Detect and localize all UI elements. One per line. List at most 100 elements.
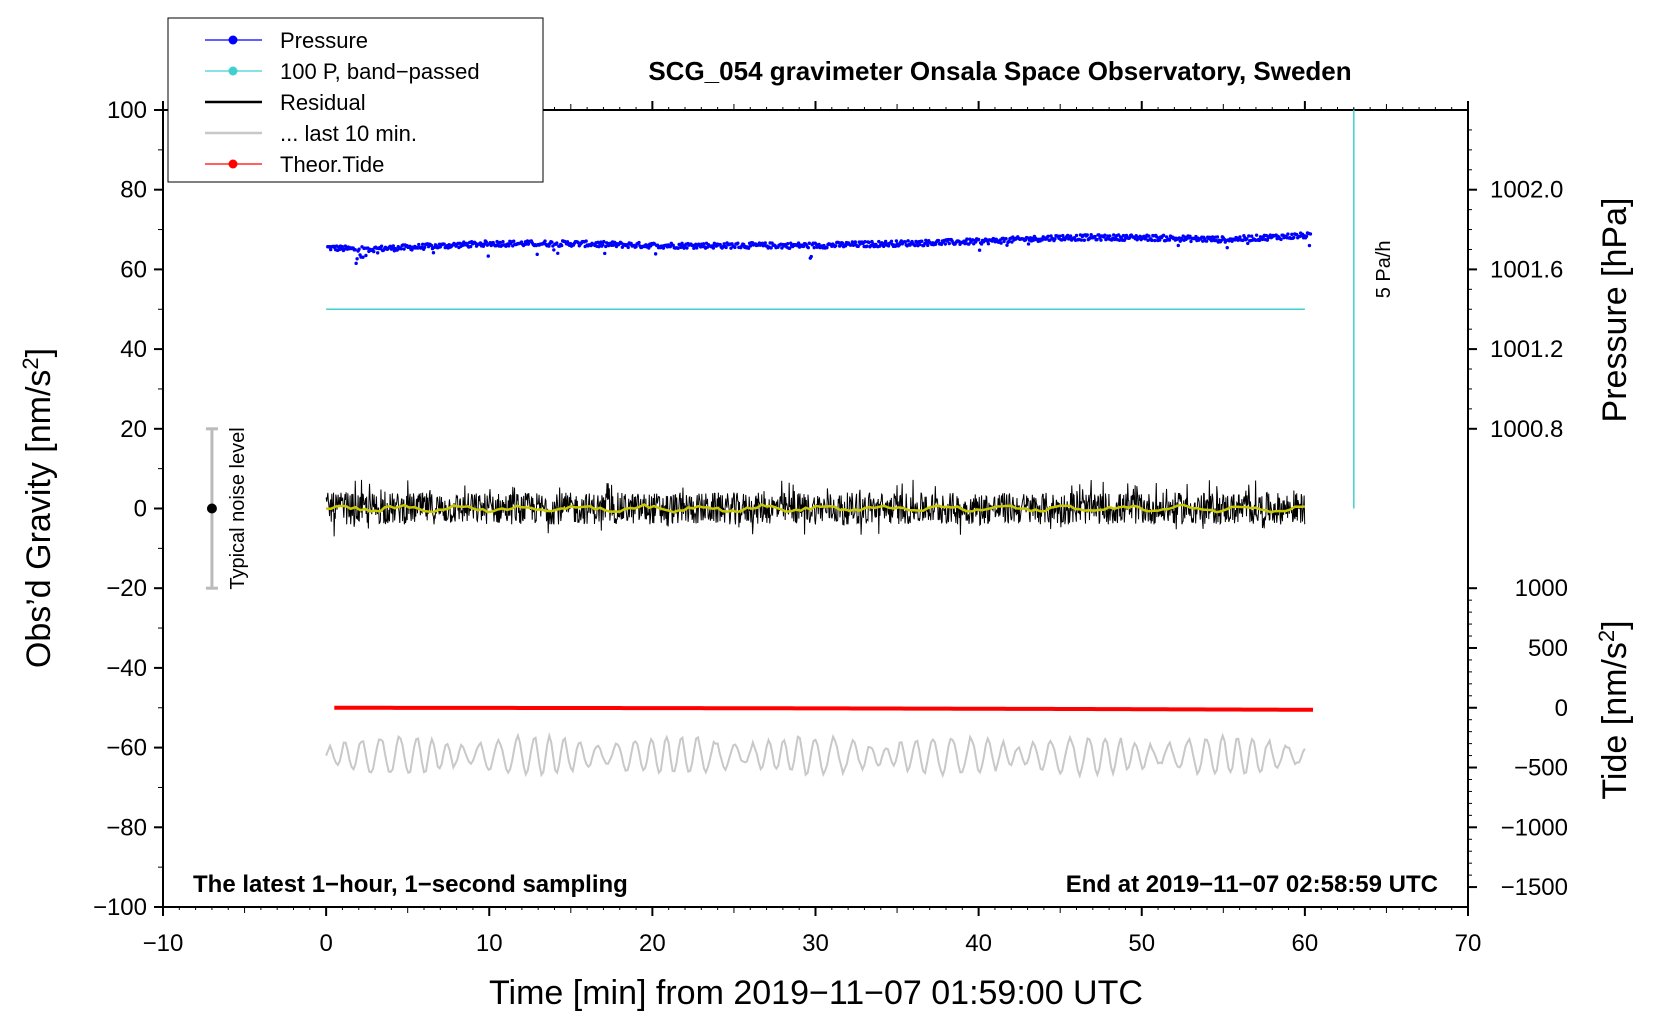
pressure-point (555, 241, 559, 245)
y-axis-title-tide: Tide [nm/s2] (1594, 620, 1634, 799)
pressure-point (1279, 237, 1283, 242)
pressure-point (1007, 239, 1011, 244)
x-axis-title: Time [min] from 2019−11−07 01:59:00 UTC (489, 974, 1143, 1012)
pressure-point (1225, 245, 1229, 250)
pressure-point (1246, 241, 1250, 246)
pressure-point (354, 261, 358, 266)
pressure-point (1026, 242, 1031, 246)
pressure-point (812, 245, 816, 250)
pressure-point (718, 242, 722, 247)
pressure-point (834, 244, 838, 248)
pressure-point (1093, 234, 1097, 239)
y-tick-label: −80 (106, 814, 147, 841)
pressure-point (863, 239, 867, 244)
pressure-point (1245, 237, 1249, 241)
pressure-point (1176, 243, 1180, 248)
pressure-point (920, 239, 924, 243)
pressure-point (1219, 238, 1224, 243)
pressure-point (886, 244, 891, 248)
pressure-point (512, 239, 516, 243)
pressure-point (535, 252, 539, 257)
pressure-point (676, 246, 680, 250)
pressure-point (733, 245, 737, 250)
pressure-point (965, 237, 969, 241)
pressure-point (1065, 233, 1070, 238)
pressure-point (626, 245, 630, 250)
tide-tick-label: 500 (1528, 635, 1568, 662)
pressure-point (599, 240, 603, 244)
pressure-point (1260, 237, 1265, 242)
pressure-point (559, 243, 564, 248)
pressure-point (1108, 234, 1112, 238)
residual-line (325, 479, 1306, 537)
pressure-point (729, 246, 733, 250)
pressure-point (422, 245, 427, 250)
pressure-point (361, 255, 365, 259)
pressure-point (825, 245, 829, 250)
pressure-point (417, 242, 421, 247)
pressure-point (507, 244, 511, 248)
y-tick-label: 100 (107, 97, 147, 124)
pressure-point (550, 240, 554, 244)
x-tick-label: 40 (965, 930, 992, 957)
tide-line (334, 705, 1314, 712)
pressure-point (1210, 235, 1215, 239)
noise-bar-center (206, 503, 217, 514)
pressure-point (601, 242, 605, 247)
pressure-point (1085, 233, 1089, 237)
pressure-point (894, 239, 899, 243)
rate-scale-label: 5 Pa/h (1373, 240, 1395, 298)
pressure-point (918, 242, 922, 247)
pressure-point (357, 247, 361, 251)
pressure-point (939, 242, 944, 247)
tide-tick-label: 0 (1555, 695, 1568, 722)
pressure-point (817, 242, 821, 247)
pressure-point (736, 241, 740, 245)
pressure-point (340, 244, 345, 249)
x-tick-label: 10 (476, 930, 503, 957)
pressure-point (1153, 238, 1157, 243)
pressure-tick-label: 1002.0 (1490, 177, 1563, 204)
pressure-point (1292, 235, 1296, 240)
pressure-point (685, 246, 689, 250)
pressure-point (748, 244, 753, 248)
pressure-point (853, 240, 858, 244)
pressure-point (462, 240, 466, 244)
y-axis-title-tide-text: Tide [nm/s (1596, 642, 1634, 799)
tide-tick-label: 1000 (1515, 575, 1568, 602)
pressure-point (889, 239, 894, 244)
pressure-point (1307, 243, 1312, 248)
legend-keys (205, 35, 262, 169)
pressure-point (943, 242, 948, 246)
pressure-point (763, 241, 767, 245)
y-tick-label: −20 (106, 575, 147, 602)
pressure-point (1099, 238, 1103, 242)
y-tick-label: 20 (120, 416, 147, 443)
pressure-point (865, 244, 869, 248)
y-tick-label: −40 (106, 655, 147, 682)
pressure-point (986, 242, 991, 246)
pressure-point (375, 251, 380, 255)
pressure-point (1068, 234, 1073, 238)
pressure-point (1058, 234, 1062, 238)
pressure-point (438, 245, 443, 249)
pressure-point (1074, 233, 1079, 238)
pressure-point (355, 257, 359, 261)
pressure-point (867, 240, 871, 245)
pressure-point (769, 246, 773, 250)
y-axis-title-left: Obs’d Gravity [nm/s2] (18, 348, 58, 668)
pressure-tick-label: 1001.6 (1490, 256, 1563, 283)
pressure-point (881, 244, 886, 249)
pressure-point (328, 247, 333, 252)
tick-layer: −10 0 10 20 30 40 50 60 70100806040200−20−40−60−… (93, 97, 1568, 957)
pressure-point (682, 246, 686, 250)
x-tick-label: 0 (319, 930, 332, 957)
pressure-point (1095, 237, 1099, 242)
pressure-point (1308, 232, 1313, 236)
y-tick-label: 0 (134, 496, 147, 523)
pressure-point (1138, 234, 1142, 239)
pressure-point (603, 251, 607, 256)
pressure-point (906, 239, 910, 243)
pressure-series (326, 231, 1313, 266)
pressure-point (468, 244, 473, 249)
